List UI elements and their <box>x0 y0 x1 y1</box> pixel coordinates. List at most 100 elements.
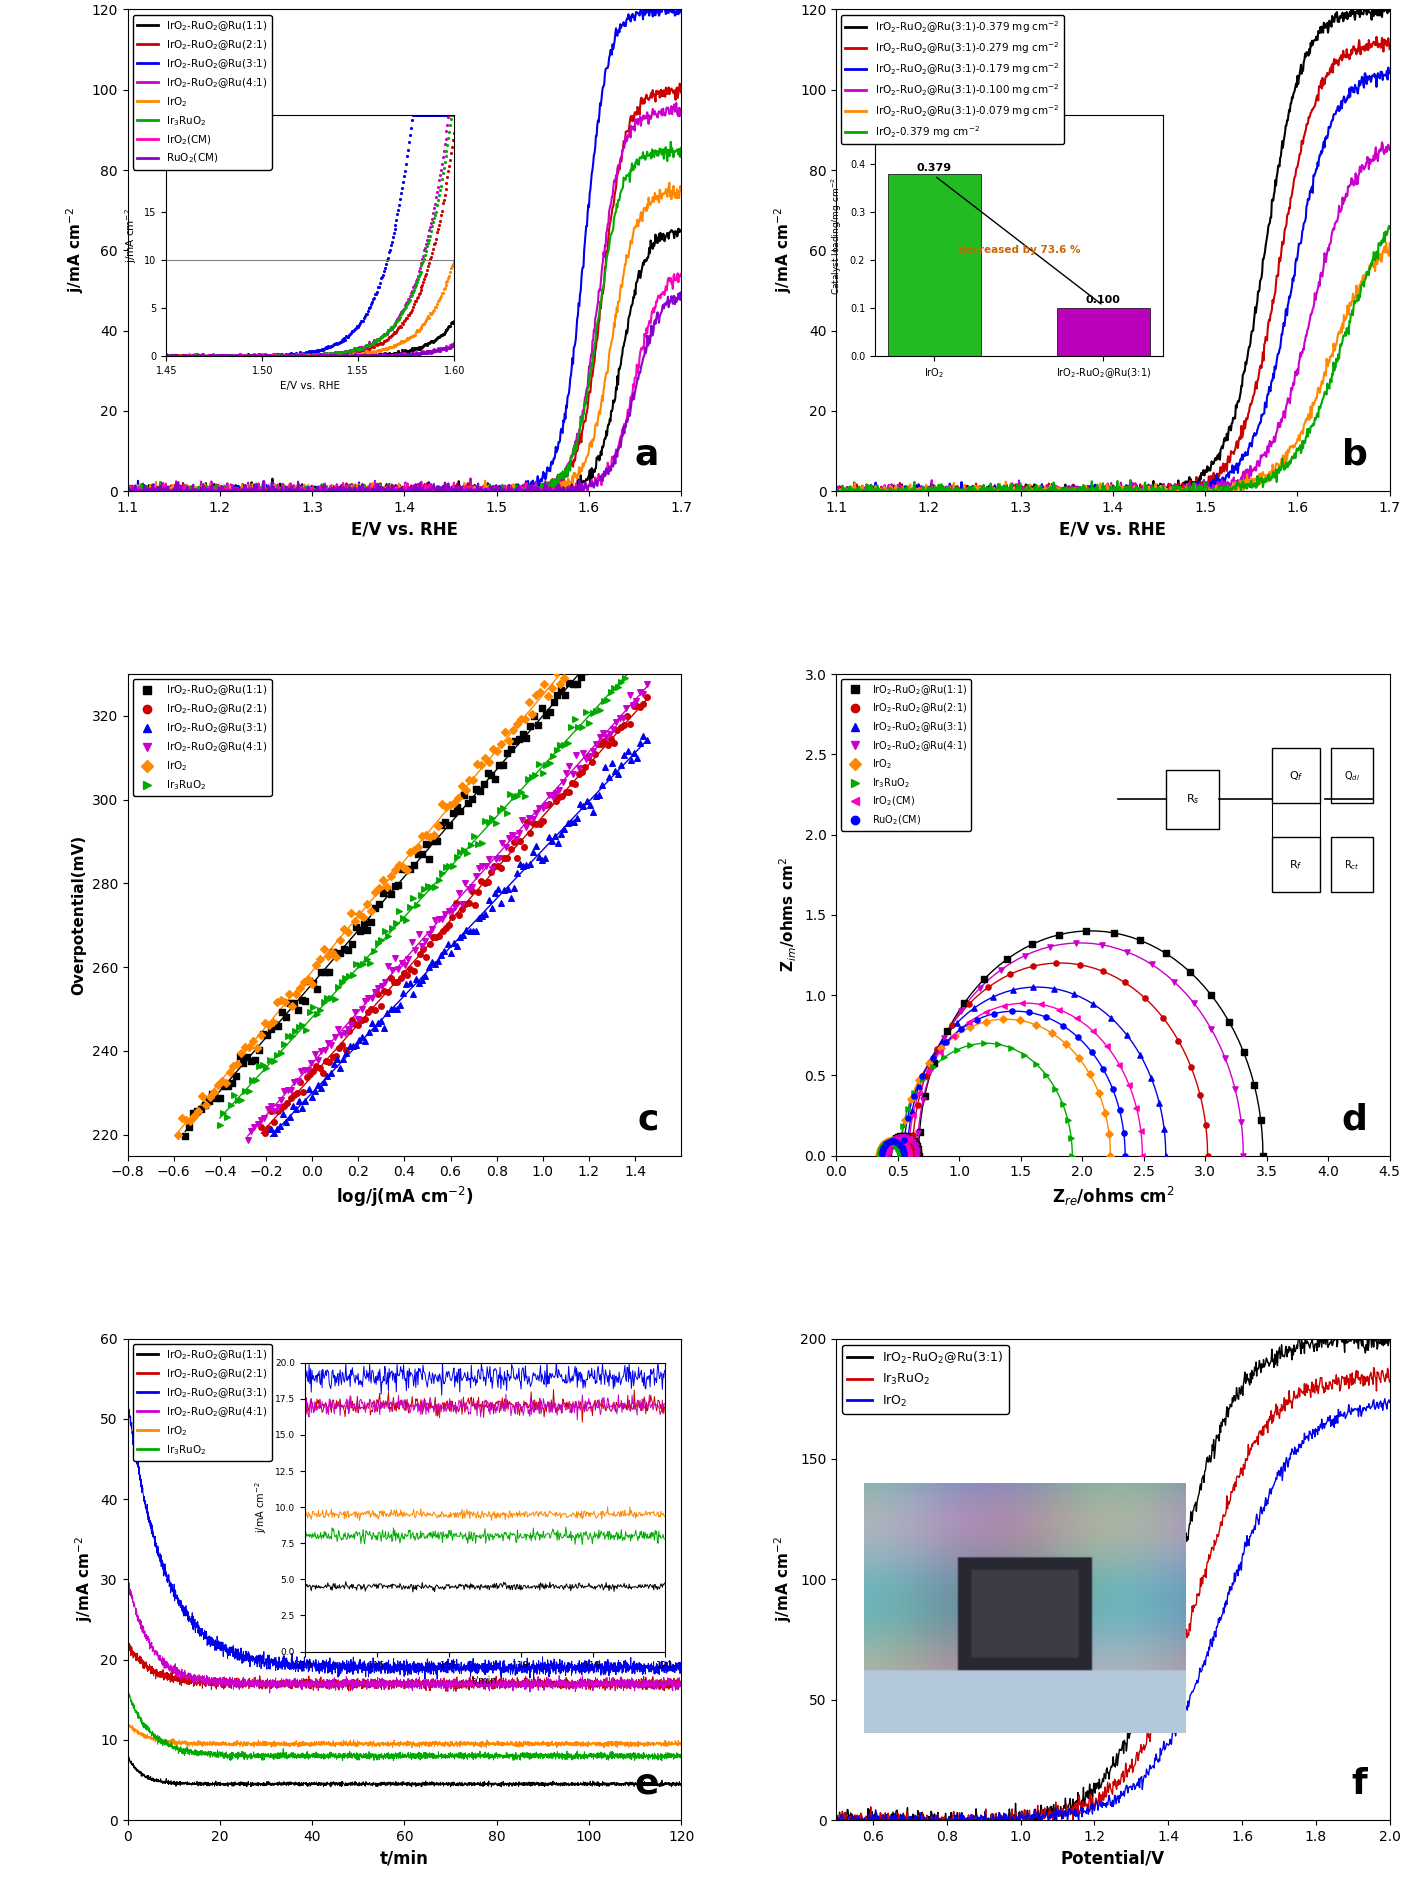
Point <box>398 836 421 866</box>
Point <box>624 645 647 675</box>
Point <box>363 995 386 1026</box>
Point <box>467 829 489 859</box>
Point <box>326 1043 349 1073</box>
Point <box>415 819 438 849</box>
Point <box>881 1126 903 1157</box>
Point <box>892 1121 915 1151</box>
Point <box>562 758 584 789</box>
Point <box>493 717 516 747</box>
Point <box>478 885 501 916</box>
Point <box>445 842 468 872</box>
Point <box>588 612 611 643</box>
Point <box>902 1128 925 1158</box>
Point <box>878 1128 900 1158</box>
Point <box>542 781 564 811</box>
Point <box>207 1069 230 1100</box>
Point <box>458 764 481 794</box>
Point <box>535 751 557 781</box>
Point <box>554 758 577 789</box>
Point <box>457 887 479 918</box>
Point <box>908 1071 930 1102</box>
Point <box>635 726 658 757</box>
Point <box>581 637 604 667</box>
Point <box>408 939 431 969</box>
Point <box>425 921 448 952</box>
Point <box>631 584 654 614</box>
Point <box>879 1128 902 1158</box>
Point <box>313 957 336 988</box>
Point <box>442 787 465 817</box>
Point <box>1124 1092 1147 1122</box>
Point <box>380 912 403 942</box>
Point <box>871 1136 893 1166</box>
Point <box>893 1124 916 1155</box>
Point <box>973 1028 995 1058</box>
Point <box>617 736 640 766</box>
Point <box>174 1105 197 1136</box>
Point <box>281 992 303 1022</box>
Point <box>611 703 634 734</box>
Point <box>259 1113 282 1143</box>
Point <box>474 851 496 882</box>
Point <box>574 698 597 728</box>
Point <box>922 1052 944 1083</box>
Point <box>615 584 638 614</box>
Point <box>408 969 431 999</box>
Point <box>547 781 570 811</box>
Point <box>258 1045 281 1075</box>
Point <box>581 698 604 728</box>
Point <box>1113 1139 1136 1170</box>
Point <box>387 849 410 880</box>
Point <box>879 1126 902 1157</box>
Point <box>360 1007 383 1037</box>
Point <box>430 810 452 840</box>
Point <box>888 1128 910 1158</box>
Point <box>871 1134 893 1164</box>
Text: e: e <box>634 1767 659 1801</box>
Point <box>471 866 493 897</box>
Point <box>550 819 573 849</box>
Point <box>537 823 560 853</box>
Point <box>247 1109 269 1139</box>
Legend: IrO$_2$-RuO$_2$@Ru(1:1), IrO$_2$-RuO$_2$@Ru(2:1), IrO$_2$-RuO$_2$@Ru(3:1), IrO$_: IrO$_2$-RuO$_2$@Ru(1:1), IrO$_2$-RuO$_2$… <box>133 679 272 796</box>
Text: a: a <box>635 438 659 472</box>
Point <box>474 743 496 774</box>
Point <box>281 1090 303 1121</box>
Point <box>993 990 1015 1020</box>
Point <box>415 942 438 973</box>
Point <box>193 1090 216 1121</box>
Point <box>516 808 539 838</box>
Point <box>376 876 398 906</box>
Point <box>910 1060 933 1090</box>
Point <box>1041 1018 1064 1048</box>
Point <box>502 781 525 811</box>
Point <box>403 956 425 986</box>
Point <box>418 821 441 851</box>
Point <box>448 899 471 929</box>
Point <box>632 679 655 709</box>
Point <box>330 967 353 997</box>
Point <box>509 703 532 734</box>
Point <box>492 793 515 823</box>
Point <box>977 973 1000 1003</box>
Point <box>194 1090 217 1121</box>
Point <box>586 696 608 726</box>
Point <box>526 709 549 739</box>
Point <box>1098 1119 1120 1149</box>
Point <box>420 872 442 902</box>
Point <box>550 675 573 705</box>
Point <box>903 1130 926 1160</box>
Point <box>506 859 529 889</box>
Point <box>277 1088 299 1119</box>
Point <box>613 739 635 770</box>
Point <box>614 662 637 692</box>
Point <box>404 963 427 994</box>
Point <box>881 1126 903 1157</box>
Point <box>542 781 564 811</box>
Point <box>508 724 530 755</box>
Point <box>471 851 493 882</box>
Point <box>896 1136 919 1166</box>
Point <box>396 969 418 999</box>
Point <box>1062 978 1085 1009</box>
Point <box>549 669 571 700</box>
